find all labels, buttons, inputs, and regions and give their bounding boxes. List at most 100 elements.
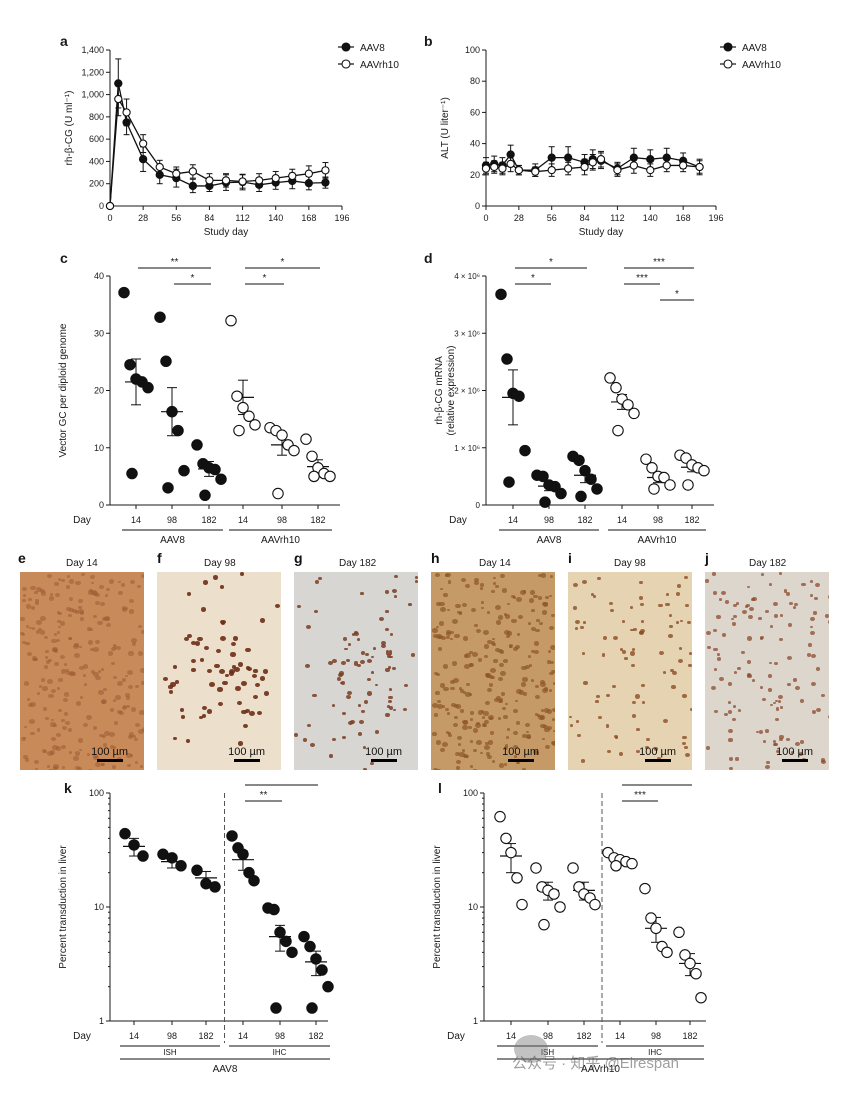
data-point xyxy=(316,964,328,976)
nucleus xyxy=(511,618,517,624)
nucleus xyxy=(129,598,135,603)
nucleus xyxy=(762,697,766,702)
x-tick-label: 28 xyxy=(514,213,524,223)
nucleus xyxy=(36,620,43,626)
nucleus xyxy=(410,653,415,657)
y-tick-label: 10 xyxy=(94,902,104,912)
nucleus xyxy=(235,685,241,691)
data-point xyxy=(698,464,710,477)
nucleus xyxy=(533,649,539,655)
nucleus xyxy=(597,576,602,581)
nucleus xyxy=(87,590,93,595)
nucleus xyxy=(436,601,441,606)
nucleus xyxy=(437,704,444,710)
nucleus xyxy=(331,703,336,707)
nucleus xyxy=(110,745,115,749)
panel-c: c 0 10 20 30 40 Vector GC per diploid genome Da… xyxy=(58,250,340,545)
group-1-points xyxy=(530,862,566,931)
nucleus xyxy=(774,718,779,722)
nucleus xyxy=(36,692,41,696)
nucleus xyxy=(52,723,57,728)
y-tick-label: 200 xyxy=(89,179,104,189)
nucleus xyxy=(629,606,633,609)
nucleus xyxy=(811,709,817,714)
nucleus xyxy=(93,647,99,652)
nucleus xyxy=(575,619,581,624)
nucleus xyxy=(533,641,540,646)
panel-label-l: l xyxy=(438,780,442,796)
data-point xyxy=(626,857,638,870)
nucleus xyxy=(307,723,312,727)
y-tick-label: 0 xyxy=(475,201,480,211)
nucleus xyxy=(112,645,118,649)
data-point xyxy=(128,839,140,851)
nucleus xyxy=(436,769,441,770)
nucleus xyxy=(185,738,191,743)
nucleus xyxy=(94,761,101,767)
nucleus xyxy=(455,766,460,770)
nucleus xyxy=(793,602,798,607)
nucleus xyxy=(681,741,686,746)
nucleus xyxy=(109,707,115,713)
nucleus xyxy=(57,578,61,582)
nucleus xyxy=(645,746,650,750)
nucleus xyxy=(392,667,396,671)
nucleus xyxy=(785,592,791,596)
data-point xyxy=(658,471,670,484)
y-tick-label: 1,400 xyxy=(81,45,104,55)
nucleus xyxy=(828,595,829,599)
nucleus xyxy=(827,620,829,624)
group-4-points xyxy=(262,902,298,1014)
group-1-points xyxy=(531,469,567,508)
nucleus xyxy=(69,637,73,640)
nucleus xyxy=(110,661,115,666)
nucleus xyxy=(92,591,98,596)
nucleus xyxy=(459,689,464,693)
nucleus xyxy=(214,663,220,669)
nucleus xyxy=(101,668,105,671)
nucleus xyxy=(194,640,201,646)
nucleus xyxy=(462,724,469,730)
nucleus xyxy=(134,723,140,728)
nucleus xyxy=(256,710,262,716)
nucleus xyxy=(669,625,673,628)
nucleus xyxy=(474,722,481,728)
data-point xyxy=(188,167,198,176)
nucleus xyxy=(65,671,71,676)
nucleus xyxy=(810,617,816,622)
data-point xyxy=(591,483,603,495)
nucleus xyxy=(48,693,54,699)
nucleus xyxy=(414,579,418,583)
data-point xyxy=(286,946,298,959)
x-tick-label: 196 xyxy=(708,213,723,223)
nucleus xyxy=(646,737,651,742)
nucleus xyxy=(46,573,52,578)
data-point xyxy=(199,489,211,502)
nucleus xyxy=(88,640,94,645)
nucleus xyxy=(516,597,523,603)
nucleus xyxy=(137,651,143,656)
data-point xyxy=(162,482,174,494)
nucleus xyxy=(477,710,484,715)
nucleus xyxy=(253,694,259,700)
nucleus xyxy=(356,637,361,641)
nucleus xyxy=(489,683,494,687)
nucleus xyxy=(122,705,128,710)
nucleus xyxy=(101,700,107,705)
nucleus xyxy=(821,760,826,765)
group-3-points xyxy=(604,372,640,437)
nucleus xyxy=(533,594,538,599)
nucleus xyxy=(75,765,80,770)
data-point xyxy=(563,153,573,162)
nucleus xyxy=(595,700,599,703)
nucleus xyxy=(487,754,493,759)
nucleus xyxy=(68,579,74,584)
nucleus xyxy=(500,692,506,696)
data-point xyxy=(304,169,314,178)
group-1-points xyxy=(154,311,190,494)
nucleus xyxy=(186,591,192,596)
data-point xyxy=(243,866,255,879)
nucleus xyxy=(220,585,225,589)
nucleus xyxy=(170,682,176,687)
data-point xyxy=(205,176,214,185)
